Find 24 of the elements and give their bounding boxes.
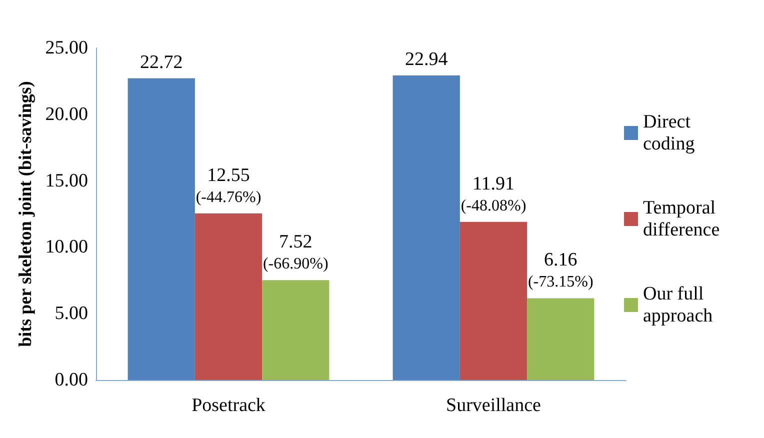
- y-tick-label: 20.00: [45, 104, 88, 125]
- y-tick-label: 0.00: [54, 370, 88, 390]
- y-tick-label: 10.00: [45, 236, 88, 258]
- data-label: 22.72: [140, 52, 183, 73]
- bar: [460, 222, 528, 380]
- data-label: 22.94: [404, 48, 448, 70]
- x-tick-label: Surveillance: [446, 395, 541, 416]
- legend-label: Our full approach: [643, 284, 714, 326]
- y-tick-label: 15.00: [45, 170, 88, 192]
- bar: [194, 213, 262, 380]
- bar: [527, 298, 594, 380]
- x-tick-label: Posetrack: [192, 395, 266, 416]
- data-label: 6.16 (-73.15%): [528, 250, 594, 291]
- data-label: 11.91 (-48.08%): [460, 173, 526, 214]
- data-label: 12.55 (-44.76%): [196, 164, 262, 206]
- bar: [262, 280, 330, 380]
- bar: [128, 78, 195, 380]
- legend-label: Direct coding: [643, 112, 696, 154]
- y-tick-label: 25.00: [45, 38, 88, 58]
- y-axis-title: bits per skeleton joint (bit-savings): [15, 81, 35, 347]
- bar: [392, 75, 460, 380]
- legend-label: Temporal difference: [643, 198, 720, 240]
- data-label: 7.52 (-66.90%): [262, 232, 328, 273]
- y-tick-label: 5.00: [54, 303, 88, 324]
